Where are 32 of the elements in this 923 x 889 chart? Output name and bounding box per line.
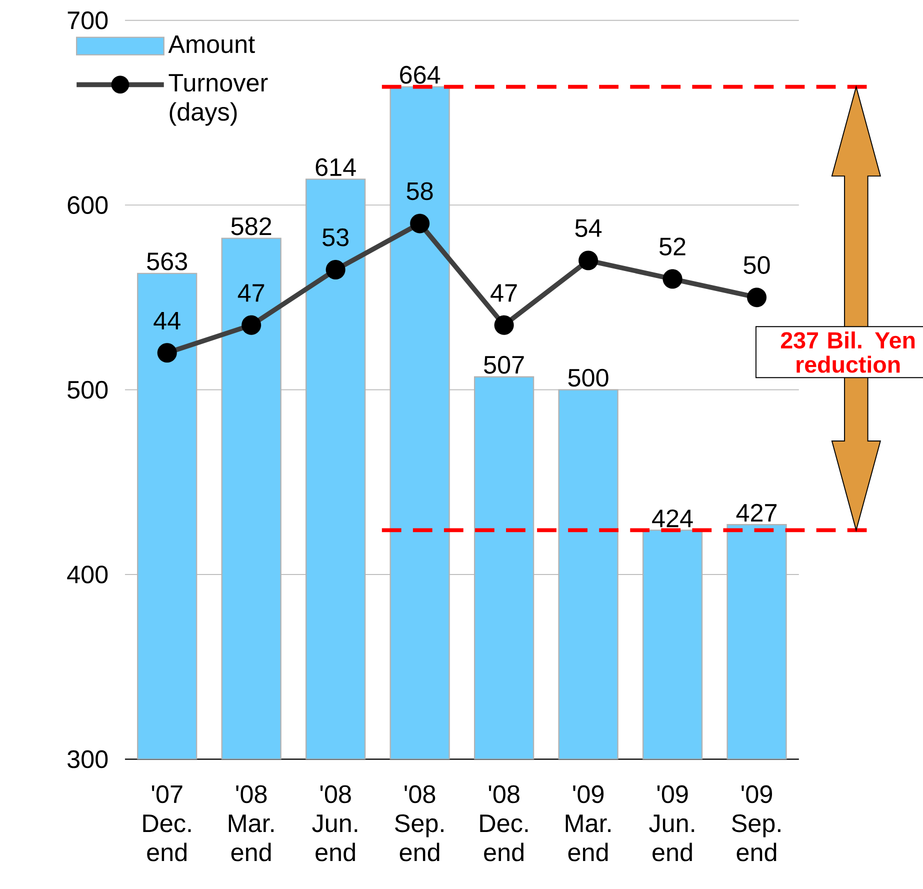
y-tick-label: 500: [68, 380, 108, 399]
data-label: 563: [147, 252, 188, 270]
data-label: 54: [575, 219, 602, 237]
y-tick-label: 600: [68, 196, 108, 214]
x-tick-label: '09 Mar. end: [566, 785, 610, 862]
y-tick-label: 700: [68, 11, 108, 30]
data-label: 427: [736, 504, 777, 522]
y-tick-label: 300: [68, 750, 108, 768]
legend-label: Turnover (days): [168, 74, 268, 126]
data-label: 47: [238, 284, 264, 302]
data-label: 507: [484, 356, 524, 374]
data-label: 58: [406, 182, 433, 200]
data-label: 582: [231, 217, 272, 236]
data-label: 500: [568, 368, 608, 387]
y-tick-label: 400: [67, 565, 108, 584]
data-label: 664: [400, 66, 440, 84]
x-tick-label: '08 Sep. end: [395, 785, 444, 862]
data-label: 614: [316, 158, 356, 176]
data-label: 424: [652, 509, 693, 527]
data-label: 50: [744, 256, 770, 274]
legend-label: Amount: [168, 35, 255, 54]
data-label: 44: [154, 312, 180, 330]
x-tick-label: '08 Dec. end: [480, 785, 528, 862]
data-label: 53: [322, 228, 348, 246]
data-label: 52: [660, 238, 686, 256]
annotation: 237 Bil. Yen reduction: [780, 331, 915, 373]
x-tick-label: '09 Jun. end: [649, 785, 694, 862]
x-tick-label: '08 Jun. end: [312, 785, 358, 862]
x-tick-label: '09 Sep. end: [732, 785, 780, 862]
data-label: 47: [490, 284, 517, 302]
x-tick-label: '08 Mar. end: [228, 785, 274, 862]
x-tick-label: '07 Dec. end: [143, 785, 191, 862]
